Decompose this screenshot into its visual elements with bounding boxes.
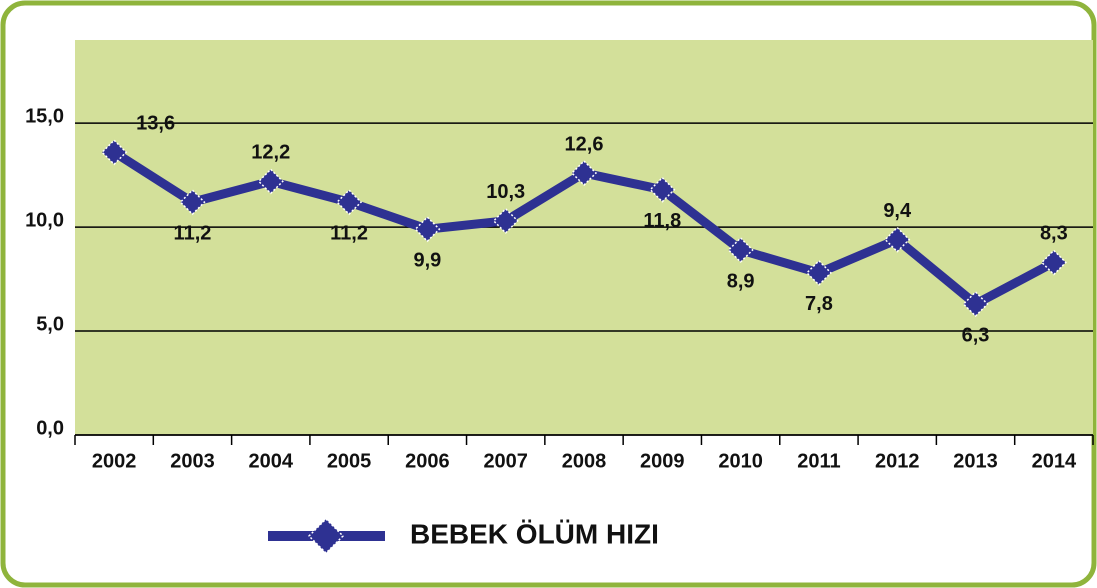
- marker: [492, 207, 519, 234]
- x-tick-label: 2005: [327, 450, 372, 472]
- data-label: 7,8: [805, 293, 833, 315]
- marker: [101, 139, 128, 166]
- x-tick-label: 2007: [483, 450, 528, 472]
- x-tick-label: 2002: [92, 450, 137, 472]
- data-label: 9,4: [883, 200, 912, 222]
- data-label: 6,3: [962, 324, 990, 346]
- x-tick-label: 2008: [562, 450, 607, 472]
- x-tick-label: 2009: [640, 450, 685, 472]
- plot-area: [75, 40, 1093, 435]
- x-tick-label: 2014: [1032, 450, 1077, 472]
- data-label: 10,3: [486, 181, 525, 203]
- data-label: 13,6: [136, 113, 175, 135]
- data-label: 12,6: [565, 133, 604, 155]
- data-label: 8,9: [727, 270, 755, 292]
- legend-label: BEBEK ÖLÜM HIZI: [410, 518, 659, 549]
- x-tick-label: 2013: [953, 450, 998, 472]
- marker: [179, 189, 206, 216]
- y-tick-label: 0,0: [36, 417, 64, 439]
- x-tick-label: 2006: [405, 450, 450, 472]
- marker: [962, 290, 989, 318]
- data-label: 8,3: [1040, 223, 1068, 245]
- x-tick-label: 2010: [718, 450, 763, 472]
- marker: [649, 176, 676, 203]
- data-label: 11,2: [330, 222, 368, 244]
- data-label: 12,2: [251, 142, 290, 164]
- y-tick-label: 5,0: [36, 313, 64, 335]
- legend-marker: [307, 517, 345, 555]
- y-tick-label: 15,0: [25, 105, 64, 127]
- data-label: 9,9: [413, 249, 441, 271]
- x-tick-label: 2004: [249, 450, 294, 472]
- marker: [727, 236, 754, 264]
- marker: [257, 168, 284, 195]
- marker: [1040, 249, 1067, 276]
- data-label: 11,8: [643, 210, 681, 232]
- marker: [884, 226, 911, 253]
- y-tick-label: 10,0: [25, 209, 64, 231]
- x-tick-label: 2003: [170, 450, 215, 472]
- x-tick-label: 2012: [875, 450, 920, 472]
- marker: [414, 216, 441, 243]
- data-label: 11,2: [174, 222, 212, 244]
- marker: [336, 189, 363, 216]
- marker: [570, 159, 598, 187]
- marker: [805, 259, 832, 286]
- x-tick-label: 2011: [797, 450, 840, 472]
